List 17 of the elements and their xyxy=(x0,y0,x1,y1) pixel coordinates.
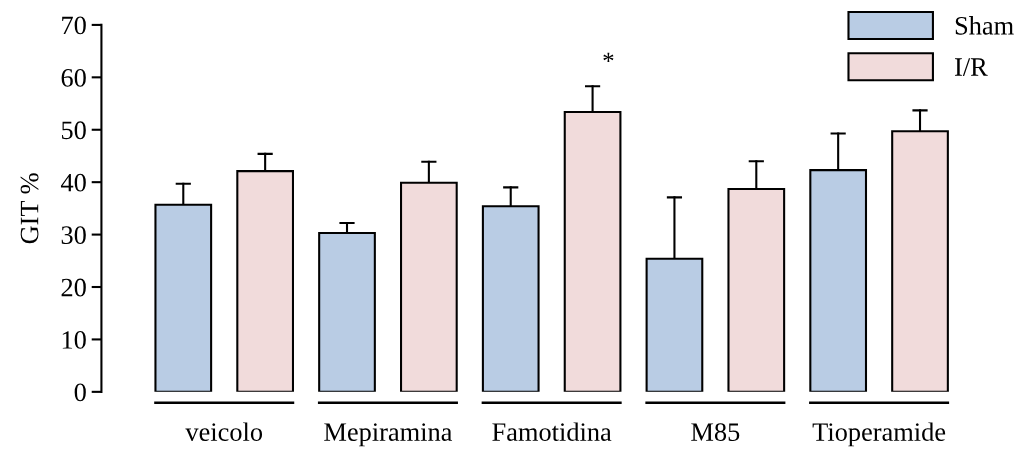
y-tick-label: 60 xyxy=(61,68,86,87)
x-tick-label: Tioperamide xyxy=(812,422,946,447)
y-axis-title: GIT % xyxy=(20,173,39,244)
y-tick-label: 10 xyxy=(62,331,86,349)
x-tick-label: Mepiramina xyxy=(324,423,453,447)
x-tick-label: veicolo xyxy=(185,422,263,441)
legend-label: Sham xyxy=(955,16,1014,35)
y-tick-label: 0 xyxy=(74,383,86,402)
y-tick-label: 30 xyxy=(61,226,86,244)
annotation: * xyxy=(603,52,614,62)
x-tick-label: Famotidina xyxy=(492,422,612,441)
x-tick-label: M85 xyxy=(691,423,740,441)
y-tick-label: 70 xyxy=(62,16,86,35)
y-tick-label: 50 xyxy=(61,121,86,140)
legend-label: I/R xyxy=(954,58,988,76)
y-tick-label: 20 xyxy=(61,278,86,297)
y-tick-label: 40 xyxy=(60,173,86,192)
